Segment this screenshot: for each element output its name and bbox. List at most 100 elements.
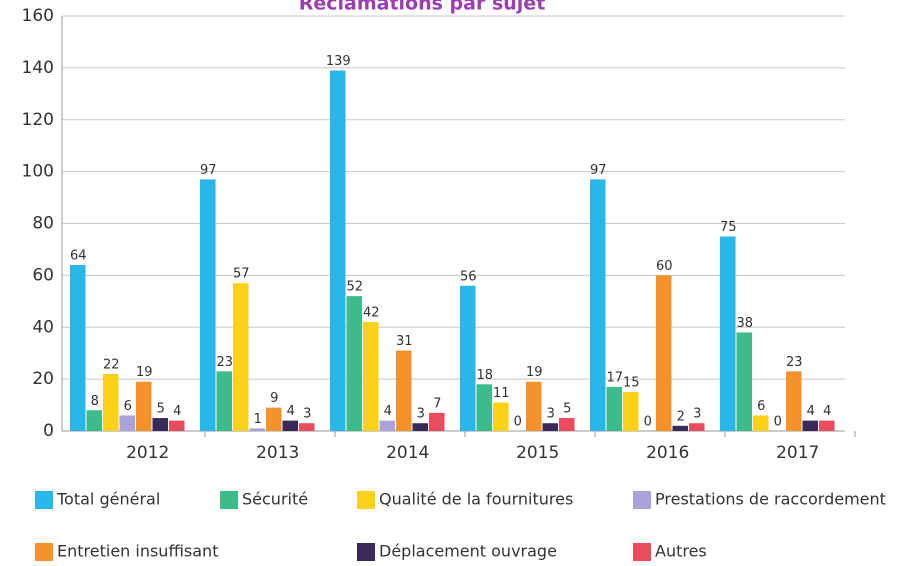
bar [689, 423, 705, 431]
value-label: 7 [433, 396, 441, 411]
value-label: 5 [157, 402, 165, 417]
bar [542, 423, 558, 431]
bar [623, 392, 639, 431]
value-label: 1 [254, 412, 262, 427]
legend-swatch [357, 543, 375, 561]
x-tick-label: 2017 [776, 443, 819, 463]
value-label: 139 [326, 54, 351, 69]
y-tick-label: 100 [22, 162, 54, 182]
bar [103, 373, 119, 431]
bar [330, 70, 346, 431]
bar [819, 420, 835, 431]
bar [70, 265, 86, 431]
bar [606, 386, 622, 431]
value-label: 4 [823, 404, 831, 419]
value-label: 18 [476, 368, 493, 383]
legend-label: Sécurité [242, 490, 308, 509]
bar [429, 412, 445, 431]
legend-label: Prestations de raccordement [655, 490, 886, 509]
bar [379, 420, 395, 431]
value-label: 0 [644, 415, 652, 430]
value-label: 4 [173, 404, 181, 419]
value-label: 60 [656, 259, 673, 274]
bar [736, 332, 752, 431]
legend-label: Déplacement ouvrage [379, 542, 557, 561]
value-label: 11 [493, 386, 510, 401]
value-label: 3 [547, 407, 555, 422]
value-label: 97 [590, 163, 607, 178]
bar [363, 322, 379, 431]
x-tick-label: 2013 [256, 443, 299, 463]
bar [656, 275, 672, 431]
value-label: 64 [70, 249, 87, 264]
y-tick-label: 120 [22, 110, 54, 130]
value-label: 75 [720, 220, 737, 235]
value-label: 22 [103, 357, 120, 372]
y-tick-label: 160 [22, 6, 54, 26]
bar [216, 371, 232, 431]
value-label: 4 [384, 404, 392, 419]
bar [282, 420, 298, 431]
value-label: 5 [563, 402, 571, 417]
value-label: 57 [233, 267, 250, 282]
bar [720, 236, 736, 431]
bar [136, 381, 152, 431]
legend-label: Qualité de la fournitures [379, 490, 573, 509]
legend-label: Autres [655, 542, 707, 561]
value-label: 23 [216, 355, 233, 370]
x-tick-label: 2012 [126, 443, 169, 463]
x-tick-label: 2015 [516, 443, 559, 463]
bar [672, 425, 688, 431]
bar [786, 371, 802, 431]
bar [299, 423, 315, 431]
value-label: 0 [774, 415, 782, 430]
y-tick-label: 60 [32, 265, 54, 285]
legend-swatch [35, 543, 53, 561]
value-label: 2 [677, 409, 685, 424]
bar [266, 407, 282, 431]
value-label: 56 [460, 269, 477, 284]
y-tick-label: 80 [32, 214, 54, 234]
legend-swatch [35, 491, 53, 509]
value-label: 0 [514, 415, 522, 430]
y-tick-label: 140 [22, 58, 54, 78]
value-label: 19 [526, 365, 543, 380]
value-label: 3 [303, 407, 311, 422]
value-label: 9 [270, 391, 278, 406]
legend-swatch [220, 491, 238, 509]
bar [802, 420, 818, 431]
bar [476, 384, 492, 431]
legend-swatch [633, 543, 651, 561]
value-label: 31 [396, 334, 413, 349]
value-label: 38 [736, 316, 753, 331]
value-label: 4 [807, 404, 815, 419]
value-label: 15 [623, 376, 640, 391]
value-label: 8 [91, 394, 99, 409]
value-label: 52 [346, 280, 363, 295]
bar [86, 410, 102, 431]
value-label: 4 [287, 404, 295, 419]
legend-label: Entretien insuffisant [57, 542, 218, 561]
legend-label: Total général [56, 490, 160, 509]
value-label: 3 [417, 407, 425, 422]
bar [169, 420, 185, 431]
value-label: 23 [786, 355, 803, 370]
y-tick-label: 20 [32, 369, 54, 389]
bar [412, 423, 428, 431]
bar [559, 418, 575, 431]
legend-swatch [357, 491, 375, 509]
bar [233, 283, 249, 431]
bar [119, 415, 135, 431]
legend-swatch [633, 491, 651, 509]
value-label: 17 [606, 370, 623, 385]
x-tick-label: 2016 [646, 443, 689, 463]
bar [590, 179, 606, 431]
bar [493, 402, 509, 431]
bar [152, 418, 168, 431]
x-tick-label: 2014 [386, 443, 429, 463]
value-label: 97 [200, 163, 217, 178]
bar [526, 381, 542, 431]
bar [753, 415, 769, 431]
bar [460, 285, 476, 431]
bar [396, 350, 412, 431]
